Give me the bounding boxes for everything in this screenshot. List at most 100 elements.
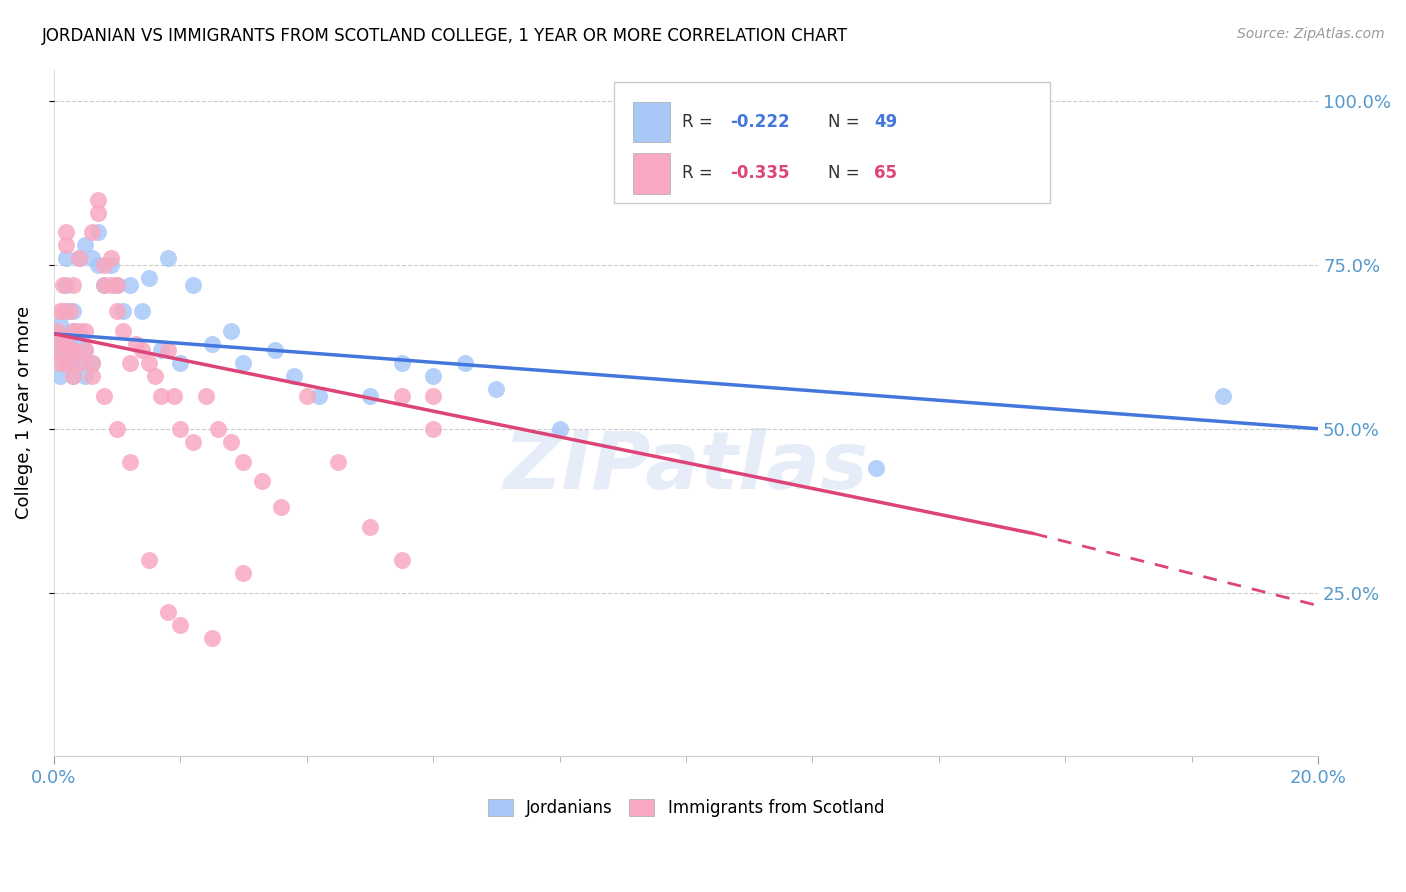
Point xyxy=(93,277,115,292)
Point xyxy=(105,277,128,292)
Point xyxy=(87,193,110,207)
Point xyxy=(62,343,84,358)
Point xyxy=(118,277,141,292)
Point xyxy=(62,277,84,292)
Point xyxy=(59,343,82,358)
Point xyxy=(118,356,141,370)
Point xyxy=(52,304,75,318)
Point xyxy=(62,324,84,338)
Text: Source: ZipAtlas.com: Source: ZipAtlas.com xyxy=(1237,27,1385,41)
Point xyxy=(100,252,122,266)
Point xyxy=(194,389,217,403)
Point xyxy=(75,238,97,252)
Point xyxy=(87,225,110,239)
Point xyxy=(62,304,84,318)
Text: ZIPatlas: ZIPatlas xyxy=(503,428,869,507)
Point xyxy=(75,369,97,384)
Point xyxy=(232,454,254,468)
Point xyxy=(219,324,242,338)
Point xyxy=(75,343,97,358)
Point xyxy=(49,369,72,384)
Point xyxy=(169,422,191,436)
Text: N =: N = xyxy=(828,112,865,131)
Point xyxy=(55,336,77,351)
Point xyxy=(131,304,153,318)
Point xyxy=(62,369,84,384)
Point xyxy=(67,330,90,344)
Point xyxy=(422,422,444,436)
Point xyxy=(181,277,204,292)
Point xyxy=(55,304,77,318)
Point xyxy=(80,225,103,239)
Text: 65: 65 xyxy=(875,164,897,182)
Point xyxy=(138,356,160,370)
Point xyxy=(93,277,115,292)
FancyBboxPatch shape xyxy=(633,102,669,142)
Point xyxy=(1212,389,1234,403)
Point xyxy=(207,422,229,436)
Point xyxy=(55,356,77,370)
Point xyxy=(181,434,204,449)
Point xyxy=(67,252,90,266)
Point xyxy=(150,389,173,403)
Point xyxy=(391,553,413,567)
Text: R =: R = xyxy=(682,112,718,131)
Point xyxy=(105,277,128,292)
Point xyxy=(138,553,160,567)
Point xyxy=(359,389,381,403)
Point xyxy=(112,324,135,338)
Text: -0.222: -0.222 xyxy=(730,112,790,131)
Point xyxy=(62,369,84,384)
Point xyxy=(232,356,254,370)
Point xyxy=(283,369,305,384)
Point xyxy=(270,500,292,515)
Point xyxy=(105,422,128,436)
Point xyxy=(100,258,122,272)
Point xyxy=(118,454,141,468)
Point xyxy=(125,336,148,351)
Point xyxy=(67,324,90,338)
Point xyxy=(100,277,122,292)
Legend: Jordanians, Immigrants from Scotland: Jordanians, Immigrants from Scotland xyxy=(481,792,891,823)
Point xyxy=(46,324,69,338)
Point xyxy=(49,330,72,344)
Point xyxy=(308,389,330,403)
Point xyxy=(219,434,242,449)
Point xyxy=(93,258,115,272)
Point xyxy=(485,383,508,397)
Point xyxy=(169,356,191,370)
Point xyxy=(67,356,90,370)
Point xyxy=(163,389,186,403)
Point xyxy=(232,566,254,580)
Point xyxy=(49,317,72,331)
Point xyxy=(75,324,97,338)
Point xyxy=(49,304,72,318)
Point xyxy=(391,356,413,370)
Point xyxy=(59,304,82,318)
FancyBboxPatch shape xyxy=(633,153,669,194)
Point xyxy=(422,369,444,384)
Point xyxy=(105,304,128,318)
Point xyxy=(62,324,84,338)
Point xyxy=(62,343,84,358)
Point xyxy=(67,356,90,370)
Point xyxy=(391,389,413,403)
Point xyxy=(156,343,179,358)
Point xyxy=(55,238,77,252)
Point xyxy=(59,356,82,370)
Point xyxy=(52,277,75,292)
Point xyxy=(59,336,82,351)
Point xyxy=(55,252,77,266)
Point xyxy=(295,389,318,403)
FancyBboxPatch shape xyxy=(614,82,1050,202)
Point xyxy=(112,304,135,318)
Point xyxy=(80,356,103,370)
Point xyxy=(548,422,571,436)
Point xyxy=(143,369,166,384)
Point xyxy=(55,225,77,239)
Point xyxy=(422,389,444,403)
Text: JORDANIAN VS IMMIGRANTS FROM SCOTLAND COLLEGE, 1 YEAR OR MORE CORRELATION CHART: JORDANIAN VS IMMIGRANTS FROM SCOTLAND CO… xyxy=(42,27,848,45)
Text: 49: 49 xyxy=(875,112,897,131)
Point xyxy=(201,632,224,646)
Point xyxy=(80,356,103,370)
